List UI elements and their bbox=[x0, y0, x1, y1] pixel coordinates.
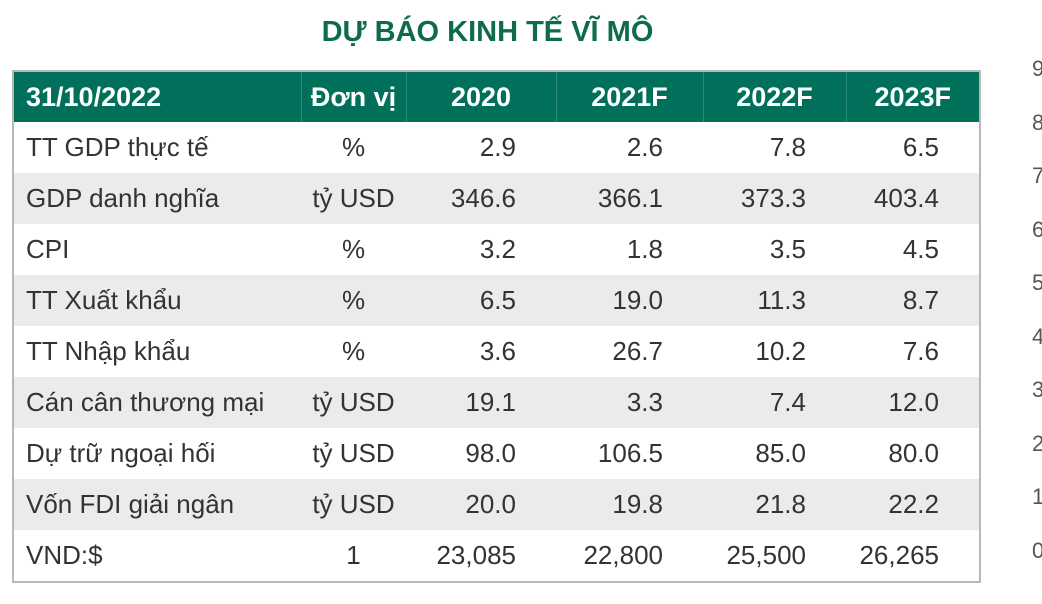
unit-cell: 1 bbox=[346, 540, 361, 570]
value-cell: 3.3 bbox=[556, 377, 703, 428]
row-label: Dự trữ ngoại hối bbox=[26, 438, 216, 468]
side-axis-fragment: 9 8 7 6 5 4 3 2 1 0 bbox=[1032, 56, 1042, 591]
forecast-table: 31/10/2022 Đơn vị 2020 2021F 2022F 2023F TT G… bbox=[12, 70, 981, 583]
unit-cell: tỷ USD bbox=[301, 377, 406, 428]
axis-fragment-label: 6 bbox=[1032, 216, 1042, 242]
row-label: TT Xuất khẩu bbox=[13, 275, 301, 326]
table-row: Vốn FDI giải ngân tỷ USD 20.0 19.8 21.8 22.2 bbox=[13, 479, 980, 530]
row-label: GDP danh nghĩa bbox=[13, 173, 301, 224]
value-cell: 20.0 bbox=[406, 479, 556, 530]
value-cell: 11.3 bbox=[703, 275, 846, 326]
row-label: TT GDP thực tế bbox=[26, 132, 209, 162]
row-label: Vốn FDI giải ngân bbox=[13, 479, 301, 530]
value-cell: 85.0 bbox=[755, 438, 806, 468]
axis-fragment-label: 2 bbox=[1032, 430, 1042, 456]
value-cell: 26,265 bbox=[859, 540, 939, 570]
value-cell: 106.5 bbox=[597, 438, 663, 468]
value-cell: 98.0 bbox=[465, 438, 516, 468]
row-label: Cán cân thương mại bbox=[13, 377, 301, 428]
value-cell: 366.1 bbox=[556, 173, 703, 224]
value-cell: 22.2 bbox=[846, 479, 980, 530]
value-cell: 23,085 bbox=[436, 540, 516, 570]
value-cell: 1.8 bbox=[626, 234, 663, 264]
axis-fragment-label: 5 bbox=[1032, 270, 1042, 295]
unit-cell: tỷ USD bbox=[312, 438, 395, 468]
value-cell: 22,800 bbox=[583, 540, 663, 570]
unit-cell: tỷ USD bbox=[301, 173, 406, 224]
unit-cell: % bbox=[341, 132, 366, 162]
axis-fragment-label: 4 bbox=[1032, 323, 1042, 349]
value-cell: 26.7 bbox=[612, 336, 663, 366]
value-cell: 19.8 bbox=[556, 479, 703, 530]
axis-fragment-label: 3 bbox=[1032, 377, 1042, 402]
value-cell: 19.1 bbox=[406, 377, 556, 428]
row-label: VND:$ bbox=[26, 540, 103, 570]
header-cell: 2022F bbox=[702, 71, 846, 122]
header-cell: 31/10/2022 bbox=[13, 71, 301, 122]
value-cell: 3.5 bbox=[769, 234, 806, 264]
table-row: VND:$ 1 23,085 22,800 25,500 26,265 bbox=[13, 530, 980, 582]
table-row: Cán cân thương mại tỷ USD 19.1 3.3 7.4 12.0 bbox=[13, 377, 980, 428]
value-cell: 8.7 bbox=[846, 275, 980, 326]
value-cell: 25,500 bbox=[726, 540, 806, 570]
table-row: TT Nhập khẩu% 3.6 26.7 10.2 7.6 bbox=[13, 326, 980, 377]
value-cell: 373.3 bbox=[703, 173, 846, 224]
value-cell: 3.2 bbox=[479, 234, 516, 264]
header-row: 31/10/2022 Đơn vị 2020 2021F 2022F 2023F bbox=[13, 71, 980, 122]
header-cell: 2020 bbox=[405, 71, 556, 122]
table-row: TT Xuất khẩu% 6.5 19.0 11.3 8.7 bbox=[13, 275, 980, 326]
header-cell: Đơn vị bbox=[300, 71, 406, 122]
unit-cell: tỷ USD bbox=[301, 479, 406, 530]
value-cell: 346.6 bbox=[406, 173, 556, 224]
table-row: TT GDP thực tế% 2.9 2.6 7.8 6.5 bbox=[13, 122, 980, 173]
header-cell: 2021F bbox=[555, 71, 703, 122]
value-cell: 403.4 bbox=[846, 173, 980, 224]
table-row: CPI% 3.2 1.8 3.5 4.5 bbox=[13, 224, 980, 275]
table-row: GDP danh nghĩa tỷ USD 346.6 366.1 373.3 403.4 bbox=[13, 173, 980, 224]
table-row: Dự trữ ngoại hối tỷ USD 98.0 106.5 85.0 80.0 bbox=[13, 428, 980, 479]
value-cell: 10.2 bbox=[755, 336, 806, 366]
value-cell: 6.5 bbox=[406, 275, 556, 326]
unit-cell: % bbox=[301, 275, 406, 326]
axis-fragment-label: 7 bbox=[1032, 163, 1042, 188]
value-cell: 4.5 bbox=[902, 234, 939, 264]
header-cell: 2023F bbox=[845, 71, 980, 122]
axis-fragment-label: 0 bbox=[1032, 537, 1042, 563]
row-label: CPI bbox=[26, 234, 70, 264]
axis-fragment-label: 1 bbox=[1032, 484, 1042, 509]
title: DỰ BÁO KINH TẾ VĨ MÔ bbox=[321, 16, 654, 48]
table-body: TT GDP thực tế% 2.9 2.6 7.8 6.5 GDP danh nghĩ… bbox=[13, 122, 980, 582]
value-cell: 19.0 bbox=[556, 275, 703, 326]
value-cell: 2.6 bbox=[626, 132, 663, 162]
value-cell: 12.0 bbox=[846, 377, 980, 428]
value-cell: 3.6 bbox=[479, 336, 516, 366]
value-cell: 7.8 bbox=[769, 132, 806, 162]
value-cell: 6.5 bbox=[902, 132, 939, 162]
value-cell: 2.9 bbox=[479, 132, 516, 162]
value-cell: 21.8 bbox=[703, 479, 846, 530]
value-cell: 80.0 bbox=[888, 438, 939, 468]
unit-cell: % bbox=[341, 336, 366, 366]
value-cell: 7.6 bbox=[902, 336, 939, 366]
axis-fragment-label: 9 bbox=[1032, 56, 1042, 81]
axis-fragment-label: 8 bbox=[1032, 109, 1042, 135]
unit-cell: % bbox=[341, 234, 366, 264]
row-label: TT Nhập khẩu bbox=[26, 336, 191, 366]
value-cell: 7.4 bbox=[703, 377, 846, 428]
